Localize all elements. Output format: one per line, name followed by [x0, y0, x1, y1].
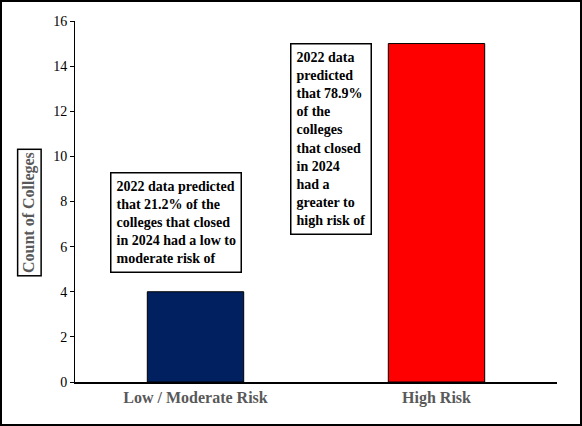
- svg-text:2: 2: [60, 330, 67, 345]
- svg-text:14: 14: [53, 59, 67, 74]
- svg-text:8: 8: [60, 194, 67, 209]
- svg-text:High Risk: High Risk: [402, 389, 471, 407]
- svg-text:10: 10: [53, 149, 67, 164]
- svg-text:4: 4: [60, 285, 67, 300]
- svg-text:2022 data predictedthat 21.2%: 2022 data predictedthat 21.2% of thecoll…: [117, 179, 236, 267]
- svg-text:0: 0: [60, 375, 67, 390]
- svg-text:2022 datapredictedthat 78.9%of: 2022 datapredictedthat 78.9%of thecolleg…: [297, 50, 366, 229]
- svg-text:12: 12: [53, 104, 67, 119]
- svg-text:6: 6: [60, 240, 67, 255]
- svg-text:Count of Colleges: Count of Colleges: [20, 152, 38, 273]
- svg-text:Low / Moderate Risk: Low / Moderate Risk: [123, 389, 268, 406]
- svg-text:16: 16: [53, 14, 67, 29]
